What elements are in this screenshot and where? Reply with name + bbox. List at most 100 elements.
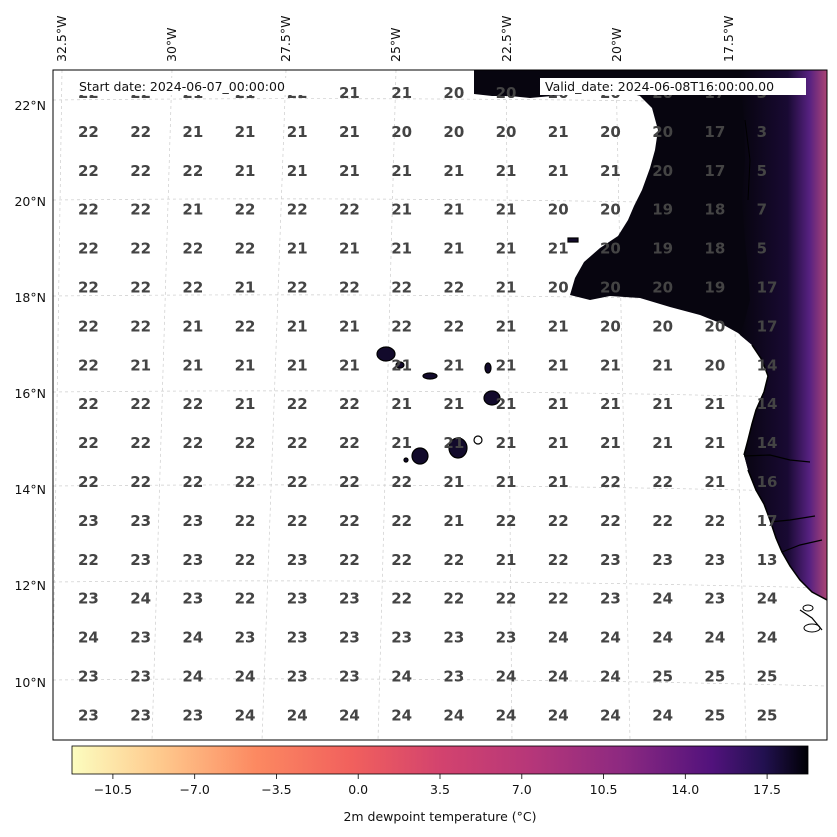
grid-value: 22: [235, 551, 256, 569]
grid-value: 21: [182, 201, 203, 219]
grid-value: 20: [600, 279, 621, 297]
grid-value: 20: [652, 279, 673, 297]
grid-value: 22: [78, 434, 99, 452]
grid-value: 21: [496, 279, 517, 297]
grid-value: 24: [652, 590, 673, 608]
grid-value: 20: [600, 240, 621, 258]
grid-value: 21: [443, 162, 464, 180]
grid-value: 21: [548, 473, 569, 491]
grid-value: 23: [287, 551, 308, 569]
grid-value: 25: [652, 668, 673, 686]
grid-value: 23: [130, 706, 151, 724]
grid-value: 24: [652, 706, 673, 724]
grid-value: 23: [496, 629, 517, 647]
grid-value: 25: [757, 706, 778, 724]
grid-value: 22: [600, 473, 621, 491]
grid-value: 22: [130, 279, 151, 297]
grid-value: 17: [757, 512, 778, 530]
grid-value: 22: [339, 434, 360, 452]
grid-value: 24: [443, 706, 464, 724]
grid-value: 22: [287, 279, 308, 297]
grid-value: 21: [287, 240, 308, 258]
start-date-box: [68, 78, 320, 95]
grid-value: 13: [757, 551, 778, 569]
grid-value: 23: [78, 512, 99, 530]
grid-value: 21: [339, 84, 360, 102]
grid-value: 24: [130, 590, 151, 608]
grid-value: 22: [235, 473, 256, 491]
grid-value: 20: [704, 317, 725, 335]
colorbar-ticks: −10.5 −7.0 −3.5 0.0 3.5 7.0 10.5 14.0 17.5: [94, 774, 781, 797]
lat-label: 12°N: [14, 578, 46, 593]
grid-value: 20: [600, 123, 621, 141]
grid-value: 24: [600, 629, 621, 647]
grid-value: 23: [130, 551, 151, 569]
grid-value: 22: [704, 512, 725, 530]
grid-value: 18: [704, 240, 725, 258]
grid-value: 21: [496, 240, 517, 258]
grid-value: 22: [130, 434, 151, 452]
grid-value: 22: [496, 512, 517, 530]
grid-value: 22: [443, 317, 464, 335]
grid-value: 18: [704, 201, 725, 219]
grid-value: 25: [704, 668, 725, 686]
grid-value: 24: [496, 706, 517, 724]
grid-value: 24: [391, 668, 412, 686]
grid-value: 24: [182, 668, 203, 686]
grid-value: 21: [652, 356, 673, 374]
grid-value: 21: [496, 317, 517, 335]
grid-value: 21: [443, 434, 464, 452]
grid-value: 22: [391, 473, 412, 491]
lon-label: 30°W: [164, 27, 179, 62]
lon-label: 27.5°W: [278, 16, 293, 62]
grid-value: 24: [757, 629, 778, 647]
colorbar-tick-label: 3.5: [430, 782, 450, 797]
grid-value: 21: [548, 356, 569, 374]
grid-value: 20: [443, 123, 464, 141]
grid-value: 21: [443, 395, 464, 413]
grid-value: 5: [757, 162, 767, 180]
longitude-labels: 32.5°W 30°W 27.5°W 25°W 22.5°W 20°W 17.5…: [54, 16, 736, 62]
grid-value: 23: [182, 512, 203, 530]
grid-value: 19: [652, 201, 673, 219]
grid-value: 22: [130, 123, 151, 141]
grid-value: 24: [287, 706, 308, 724]
grid-value: 21: [287, 123, 308, 141]
grid-value: 22: [548, 512, 569, 530]
grid-value: 21: [496, 473, 517, 491]
grid-value: 24: [600, 706, 621, 724]
grid-value: 22: [391, 590, 412, 608]
grid-value: 21: [496, 434, 517, 452]
grid-value: 22: [235, 240, 256, 258]
map-border: [52, 69, 828, 741]
grid-value: 21: [548, 395, 569, 413]
grid-value: 23: [287, 590, 308, 608]
grid-value: 20: [652, 162, 673, 180]
grid-value: 23: [652, 551, 673, 569]
grid-value: 19: [704, 279, 725, 297]
grid-value: 22: [78, 162, 99, 180]
grid-value: 17: [704, 123, 725, 141]
grid-value: 23: [600, 551, 621, 569]
bijagos-island: [803, 623, 821, 633]
grid-value: 21: [443, 201, 464, 219]
grid-value: 23: [600, 590, 621, 608]
grid-value: 22: [235, 434, 256, 452]
grid-value: 20: [600, 201, 621, 219]
grid-value: 21: [548, 123, 569, 141]
grid-value: 21: [443, 356, 464, 374]
grid-value: 21: [235, 395, 256, 413]
grid-value: 22: [339, 551, 360, 569]
grid-value: 21: [548, 434, 569, 452]
grid-value: 21: [287, 162, 308, 180]
lon-label: 32.5°W: [54, 16, 69, 62]
grid-value: 21: [235, 123, 256, 141]
grid-value: 21: [496, 201, 517, 219]
grid-value: 22: [496, 590, 517, 608]
coastline: [743, 344, 827, 601]
grid-value: 22: [443, 279, 464, 297]
grid-value: 20: [548, 279, 569, 297]
grid-value: 22: [130, 473, 151, 491]
grid-value: 22: [130, 201, 151, 219]
lat-label: 14°N: [14, 482, 46, 497]
